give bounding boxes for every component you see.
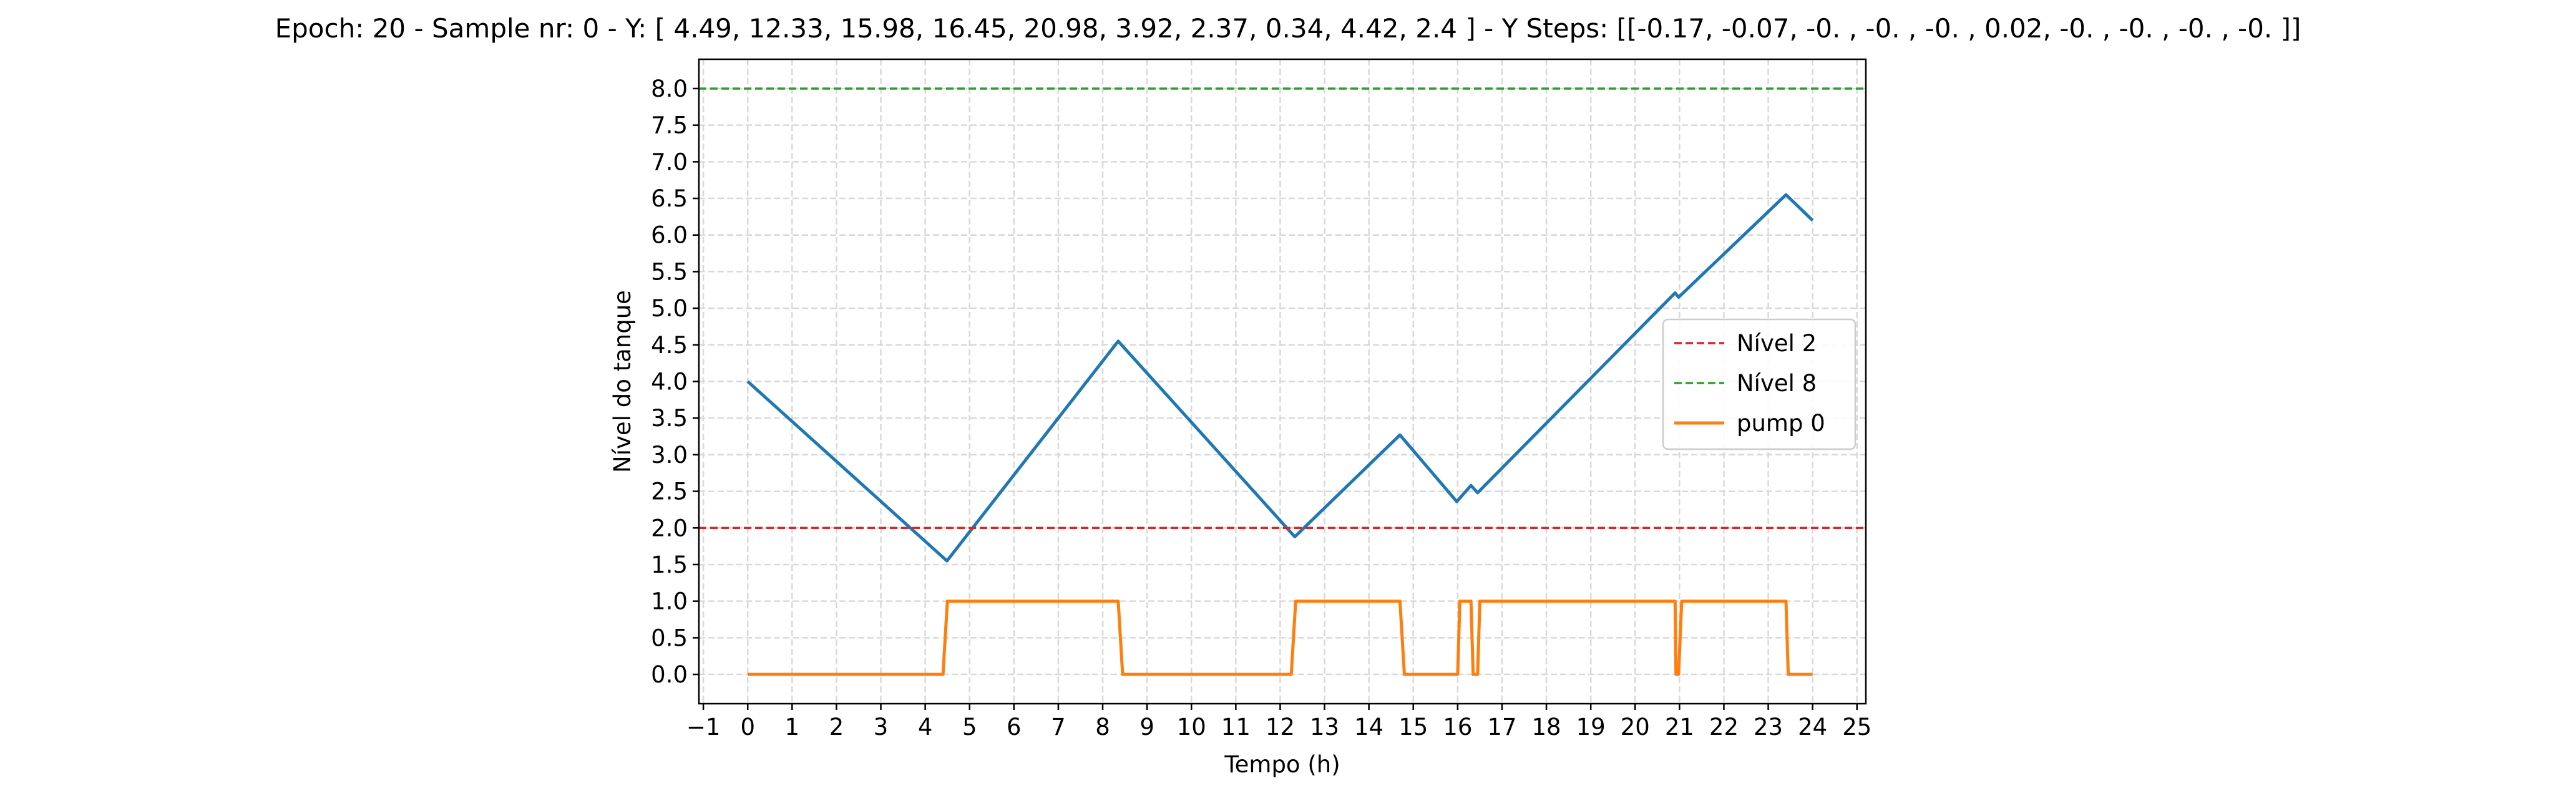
chart-title: Epoch: 20 - Sample nr: 0 - Y: [ 4.49, 12… (275, 13, 2301, 44)
x-tick-label: 7 (1051, 714, 1066, 740)
y-axis: 0.0 0.5 1.0 1.5 2.0 2.5 3.0 3.5 4.0 4.5 5.0 5.5 6.0 6… (651, 75, 699, 688)
x-tick-label: 25 (1842, 714, 1871, 740)
x-tick-label: 3 (874, 714, 889, 740)
x-tick-label: 4 (918, 714, 933, 740)
y-axis-label: Nível do tanque (609, 290, 636, 473)
y-tick-label: 7.0 (651, 148, 688, 175)
legend-label: Nível 2 (1737, 330, 1817, 357)
x-tick-label: 11 (1221, 714, 1251, 740)
x-tick-label: 9 (1139, 714, 1154, 740)
y-tick-label: 0.0 (651, 661, 688, 688)
x-tick-label: 1 (785, 714, 800, 740)
x-tick-label: 22 (1709, 714, 1739, 740)
y-tick-label: 3.0 (651, 442, 688, 469)
y-tick-label: 6.5 (651, 185, 688, 212)
x-tick-label: 19 (1576, 714, 1606, 740)
legend-label: Nível 8 (1737, 370, 1817, 397)
y-tick-label: 0.5 (651, 624, 688, 651)
x-tick-label: 16 (1443, 714, 1472, 740)
legend-label: pump 0 (1737, 410, 1825, 437)
y-tick-label: 1.0 (651, 588, 688, 615)
x-tick-label: −1 (686, 714, 721, 740)
legend: Nível 2 Nível 8 pump 0 (1662, 318, 1856, 450)
series-line-unnamed-0 (746, 193, 1814, 563)
x-tick-label: 18 (1532, 714, 1561, 740)
x-axis-label: Tempo (h) (1224, 751, 1340, 778)
y-tick-label: 4.0 (651, 369, 688, 396)
y-tick-label: 1.5 (651, 551, 688, 578)
y-tick-label: 5.5 (651, 258, 688, 285)
series-line-pump-0 (748, 600, 1813, 676)
x-tick-label: 5 (962, 714, 977, 740)
y-tick-label: 8.0 (651, 75, 688, 102)
x-tick-label: 21 (1665, 714, 1694, 740)
x-tick-label: 0 (740, 714, 755, 740)
x-tick-label: 14 (1354, 714, 1383, 740)
plot-area (699, 87, 1866, 676)
x-tick-label: 23 (1754, 714, 1783, 740)
y-tick-label: 4.5 (651, 332, 688, 359)
x-tick-label: 6 (1007, 714, 1022, 740)
y-tick-label: 2.5 (651, 478, 688, 505)
x-tick-label: 20 (1621, 714, 1650, 740)
y-tick-label: 6.0 (651, 222, 688, 249)
y-tick-label: 5.0 (651, 295, 688, 322)
x-tick-label: 15 (1398, 714, 1428, 740)
y-tick-label: 2.0 (651, 515, 688, 541)
x-axis: −1 0 1 2 3 4 5 6 7 8 9 10 11 12 13 14 15 16 17 18 19 20 21 22 23… (686, 704, 1871, 740)
legend-box (1662, 318, 1856, 450)
y-tick-label: 3.5 (651, 405, 688, 432)
y-tick-label: 7.5 (651, 112, 688, 139)
x-tick-label: 2 (829, 714, 844, 740)
x-tick-label: 13 (1310, 714, 1339, 740)
x-tick-label: 10 (1177, 714, 1206, 740)
x-tick-label: 24 (1798, 714, 1827, 740)
x-tick-label: 8 (1095, 714, 1110, 740)
x-tick-label: 17 (1487, 714, 1516, 740)
x-tick-label: 12 (1266, 714, 1295, 740)
